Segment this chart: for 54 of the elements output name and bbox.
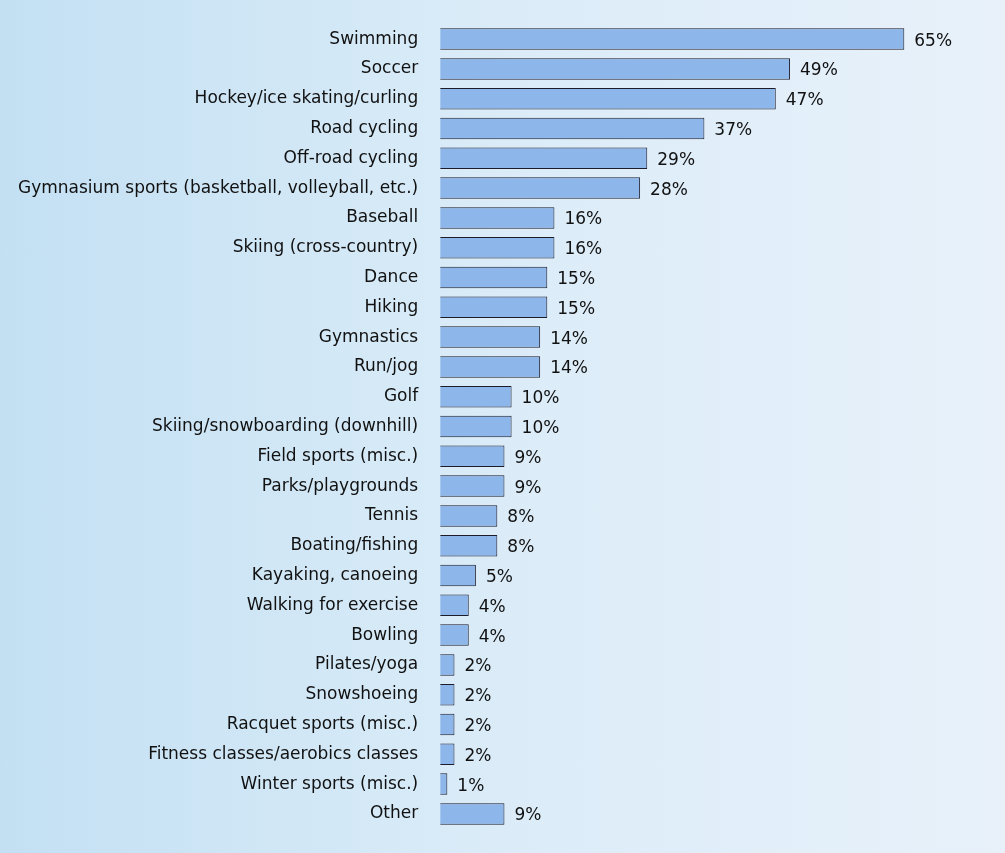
data-label: 9%: [514, 446, 542, 467]
y-tick-label: Gymnastics: [318, 325, 419, 346]
y-tick-label: Off-road cycling: [283, 146, 419, 167]
y-tick-label: Winter sports (misc.): [240, 772, 419, 793]
data-label: 9%: [514, 804, 542, 825]
y-tick-label: Dance: [364, 265, 419, 286]
data-label: 9%: [514, 476, 542, 497]
data-label: 16%: [564, 238, 603, 259]
data-label: 29%: [657, 148, 696, 169]
data-label: 28%: [650, 178, 688, 199]
data-label: 8%: [507, 536, 535, 557]
data-label: 16%: [564, 208, 603, 229]
data-label: 15%: [557, 267, 596, 288]
data-label: 4%: [478, 595, 506, 616]
y-tick-label: Gymnasium sports (basketball, volleyball, etc.): [17, 176, 419, 197]
data-label: 15%: [557, 297, 596, 318]
data-label: 47%: [785, 89, 824, 110]
y-tick-label: Soccer: [360, 57, 419, 78]
y-tick-label: Boating/fishing: [290, 534, 419, 555]
y-tick-label: Hockey/ice skating/curling: [194, 87, 419, 108]
y-tick-label: Run/jog: [353, 355, 419, 376]
data-label: 2%: [464, 714, 492, 735]
y-tick-label: Kayaking, canoeing: [251, 563, 419, 584]
y-tick-label: Walking for exercise: [246, 593, 419, 614]
y-tick-label: Golf: [383, 385, 420, 406]
data-label: 8%: [507, 506, 535, 527]
y-tick-label: Tennis: [364, 504, 419, 525]
y-tick-label: Skiing (cross-country): [232, 236, 419, 257]
data-label: 65%: [914, 29, 953, 50]
y-tick-label: Swimming: [329, 27, 419, 48]
data-label: 4%: [478, 625, 506, 646]
data-label: 10%: [521, 387, 560, 408]
data-label: 10%: [521, 416, 560, 437]
y-tick-label: Fitness classes/aerobics classes: [148, 742, 419, 763]
y-tick-label: Baseball: [346, 206, 419, 227]
data-label: 37%: [714, 118, 753, 139]
y-tick-label: Pilates/yoga: [315, 653, 419, 674]
data-label: 2%: [464, 655, 492, 676]
y-tick-label: Bowling: [351, 623, 419, 644]
y-tick-label: Skiing/snowboarding (downhill): [152, 414, 419, 435]
data-label: 49%: [800, 59, 838, 80]
data-label: 14%: [550, 327, 588, 348]
data-label: 1%: [457, 774, 485, 795]
y-tick-label: Parks/playgrounds: [261, 474, 419, 495]
y-tick-label: Racquet sports (misc.): [226, 712, 419, 733]
data-label: 2%: [464, 744, 492, 765]
y-tick-label: Hiking: [364, 295, 419, 316]
data-label: 5%: [485, 565, 513, 586]
y-tick-label: Field sports (misc.): [257, 444, 419, 465]
data-label: 14%: [550, 357, 588, 378]
y-tick-label: Snowshoeing: [305, 683, 419, 704]
y-tick-label: Other: [369, 802, 419, 823]
y-tick-label: Road cycling: [310, 116, 419, 137]
data-label: 2%: [464, 685, 492, 706]
